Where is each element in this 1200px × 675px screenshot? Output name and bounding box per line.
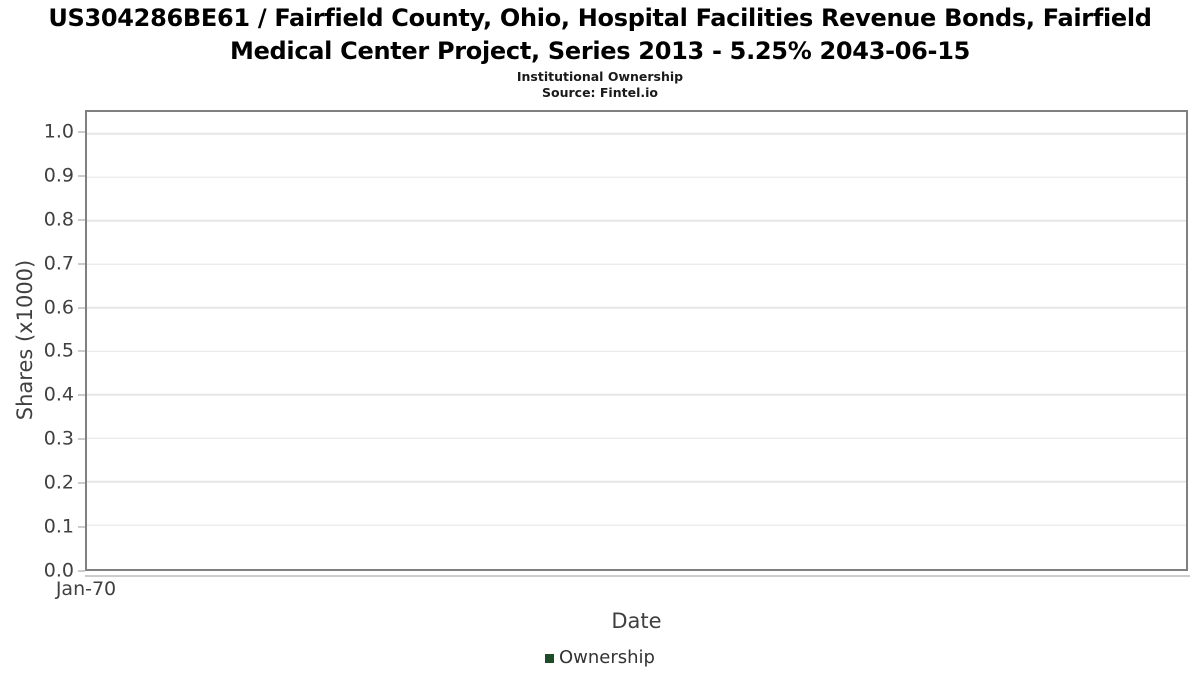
gridline bbox=[87, 220, 1186, 222]
y-tick-mark bbox=[78, 350, 85, 352]
y-tick-label: 0.8 bbox=[43, 208, 74, 231]
gridline bbox=[87, 524, 1186, 527]
chart-source-credit: Source: Fintel.io bbox=[542, 85, 658, 100]
chart-subtitle: Institutional Ownership bbox=[516, 69, 684, 84]
y-tick-mark bbox=[78, 175, 85, 177]
y-tick-mark bbox=[78, 263, 85, 265]
gridline bbox=[87, 481, 1186, 483]
x-axis-title: Date bbox=[611, 609, 662, 633]
legend: Ownership bbox=[0, 647, 1200, 668]
series-marker-icon bbox=[545, 654, 554, 663]
y-tick-label: 1.0 bbox=[43, 120, 74, 143]
y-axis-title: Shares (x1000) bbox=[13, 259, 37, 421]
y-tick-label: 0.5 bbox=[43, 339, 74, 362]
gridline bbox=[87, 133, 1186, 135]
y-tick-label: 0.7 bbox=[43, 252, 74, 275]
y-tick-label: 0.4 bbox=[43, 383, 74, 406]
y-tick-mark bbox=[78, 526, 85, 528]
y-tick-mark bbox=[78, 394, 85, 396]
gridline bbox=[87, 307, 1186, 309]
y-tick-label: 0.0 bbox=[43, 559, 74, 582]
gridline bbox=[87, 263, 1186, 266]
y-tick-label: 0.2 bbox=[43, 471, 74, 494]
x-axis-line bbox=[85, 575, 1190, 577]
y-tick-label: 0.6 bbox=[43, 296, 74, 319]
gridline bbox=[87, 350, 1186, 353]
y-tick-mark bbox=[78, 482, 85, 484]
plot-area bbox=[85, 110, 1188, 571]
y-tick-mark bbox=[78, 307, 85, 309]
gridline bbox=[87, 437, 1186, 440]
y-axis: 0.0 0.1 0.2 0.3 0.4 0.5 0.6 0.7 0.8 0.9 1.0 bbox=[0, 110, 85, 580]
legend-label: Ownership bbox=[559, 647, 655, 668]
chart-title: US304286BE61 / Fairfield County, Ohio, H… bbox=[48, 4, 1152, 65]
y-tick-mark bbox=[78, 438, 85, 440]
y-tick-mark bbox=[78, 570, 85, 572]
y-tick-mark bbox=[78, 131, 85, 133]
y-tick-label: 0.3 bbox=[43, 427, 74, 450]
gridline bbox=[87, 394, 1186, 396]
x-tick-label: Jan-70 bbox=[55, 578, 117, 600]
gridline bbox=[87, 176, 1186, 179]
y-tick-label: 0.1 bbox=[43, 515, 74, 538]
legend-item-ownership[interactable]: Ownership bbox=[545, 647, 655, 668]
y-tick-mark bbox=[78, 219, 85, 221]
y-tick-label: 0.9 bbox=[43, 164, 74, 187]
